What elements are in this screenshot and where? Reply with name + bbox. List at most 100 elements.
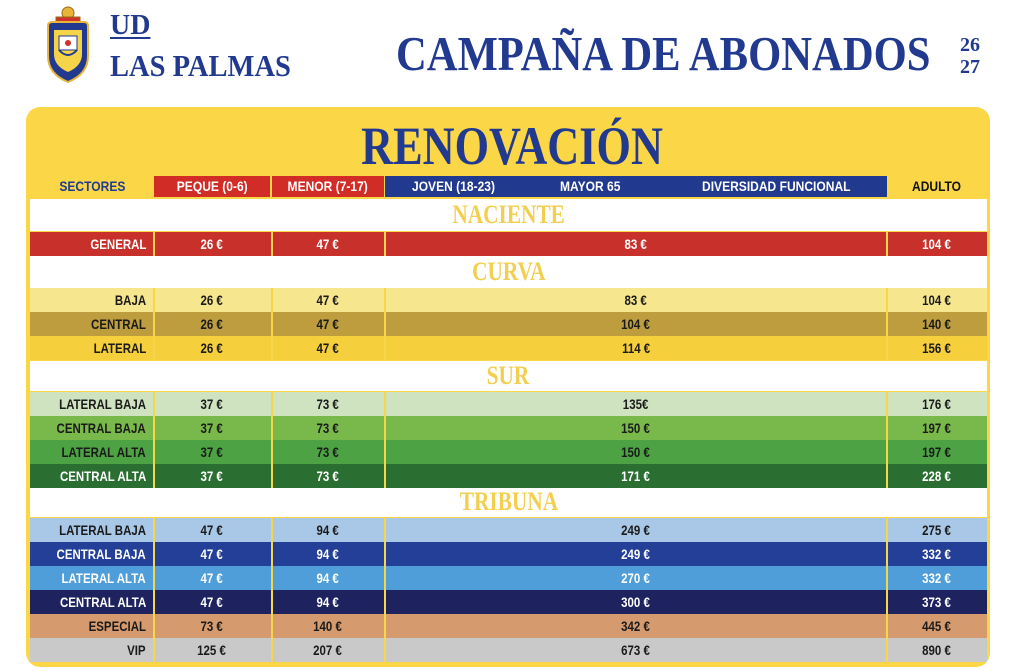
header-menor: MENOR (7-17) (272, 176, 384, 197)
price-menor: 47 € (316, 236, 340, 252)
table-row: ESPECIAL 73 € 140 € 342 € 445 € (30, 614, 987, 638)
cell-divider (271, 416, 273, 440)
table-row: CENTRAL ALTA 37 € 73 € 171 € 228 € (30, 464, 987, 488)
price-peque: 73 € (200, 618, 224, 634)
price-peque: 47 € (200, 570, 224, 586)
cell-divider (271, 464, 273, 488)
price-adulto: 890 € (922, 642, 952, 658)
cell-divider (886, 336, 888, 360)
price-adulto: 332 € (922, 546, 952, 562)
header-adulto: ADULTO (912, 178, 962, 194)
table-row: LATERAL BAJA 47 € 94 € 249 € 275 € (30, 518, 987, 542)
table-row: CENTRAL ALTA 47 € 94 € 300 € 373 € (30, 590, 987, 614)
price-menor: 207 € (313, 642, 343, 658)
renovacion-heading: RENOVACIÓN (361, 116, 663, 176)
row-label: ESPECIAL (88, 618, 146, 634)
price-joven-mayor-diversidad: 342 € (621, 618, 651, 634)
cell-divider (384, 464, 386, 488)
price-peque: 47 € (200, 522, 224, 538)
cell-divider (384, 638, 386, 662)
price-peque: 37 € (200, 420, 224, 436)
price-peque: 26 € (200, 340, 224, 356)
price-peque: 37 € (200, 396, 224, 412)
price-adulto: 140 € (922, 316, 952, 332)
price-joven-mayor-diversidad: 270 € (621, 570, 651, 586)
cell-divider (153, 464, 155, 488)
price-peque: 47 € (200, 546, 224, 562)
cell-divider (886, 566, 888, 590)
cell-divider (886, 440, 888, 464)
brand-ud: UD (110, 10, 151, 41)
section-naciente: NACIENTE (30, 199, 987, 231)
cell-divider (153, 542, 155, 566)
header-blue-band (385, 176, 887, 197)
cell-divider (271, 392, 273, 416)
cell-divider (153, 440, 155, 464)
table-row: CENTRAL 26 € 47 € 104 € 140 € (30, 312, 987, 336)
row-label: LATERAL ALTA (61, 444, 146, 460)
cell-divider (153, 518, 155, 542)
price-joven-mayor-diversidad: 249 € (621, 546, 651, 562)
price-menor: 73 € (316, 396, 340, 412)
cell-divider (886, 542, 888, 566)
price-adulto: 104 € (922, 292, 952, 308)
section-curva: CURVA (30, 256, 987, 288)
cell-divider (384, 440, 386, 464)
price-adulto: 197 € (922, 420, 952, 436)
price-menor: 73 € (316, 468, 340, 484)
cell-divider (886, 614, 888, 638)
cell-divider (384, 518, 386, 542)
cell-divider (886, 464, 888, 488)
price-adulto: 373 € (922, 594, 952, 610)
cell-divider (886, 416, 888, 440)
cell-divider (153, 638, 155, 662)
cell-divider (384, 232, 386, 256)
price-joven-mayor-diversidad: 83 € (624, 236, 648, 252)
price-joven-mayor-diversidad: 104 € (621, 316, 651, 332)
price-adulto: 228 € (922, 468, 952, 484)
cell-divider (153, 232, 155, 256)
cell-divider (153, 336, 155, 360)
section-sur: SUR (30, 361, 987, 391)
header-diversidad: DIVERSIDAD FUNCIONAL (702, 178, 851, 194)
cell-divider (153, 566, 155, 590)
price-peque: 37 € (200, 444, 224, 460)
table-row: LATERAL ALTA 47 € 94 € 270 € 332 € (30, 566, 987, 590)
cell-divider (384, 392, 386, 416)
row-label: CENTRAL ALTA (59, 468, 146, 484)
table-row: VIP 125 € 207 € 673 € 890 € (30, 638, 987, 662)
cell-divider (384, 416, 386, 440)
cell-divider (153, 416, 155, 440)
price-joven-mayor-diversidad: 150 € (621, 444, 651, 460)
cell-divider (384, 614, 386, 638)
cell-divider (271, 542, 273, 566)
season-label: 26 27 (960, 34, 980, 78)
header-sectores: SECTORES (58, 178, 126, 194)
table-row: LATERAL 26 € 47 € 114 € 156 € (30, 336, 987, 360)
table-row: CENTRAL BAJA 47 € 94 € 249 € 332 € (30, 542, 987, 566)
cell-divider (271, 336, 273, 360)
price-joven-mayor-diversidad: 249 € (621, 522, 651, 538)
price-menor: 94 € (316, 594, 340, 610)
section-tribuna: TRIBUNA (30, 487, 987, 517)
price-menor: 47 € (316, 292, 340, 308)
price-joven-mayor-diversidad: 150 € (621, 420, 651, 436)
price-joven-mayor-diversidad: 83 € (624, 292, 648, 308)
row-label: CENTRAL BAJA (56, 420, 146, 436)
cell-divider (384, 590, 386, 614)
row-label: CENTRAL ALTA (59, 594, 146, 610)
brand-name: LAS PALMAS (110, 48, 291, 83)
price-adulto: 176 € (922, 396, 952, 412)
cell-divider (271, 288, 273, 312)
price-peque: 37 € (200, 468, 224, 484)
price-menor: 47 € (316, 316, 340, 332)
price-menor: 94 € (316, 546, 340, 562)
cell-divider (153, 590, 155, 614)
price-adulto: 275 € (922, 522, 952, 538)
row-label: LATERAL BAJA (59, 396, 146, 412)
price-joven-mayor-diversidad: 135€ (623, 396, 649, 412)
price-menor: 140 € (313, 618, 343, 634)
header-mayor: MAYOR 65 (560, 178, 621, 194)
price-peque: 47 € (200, 594, 224, 610)
price-peque: 26 € (200, 236, 224, 252)
